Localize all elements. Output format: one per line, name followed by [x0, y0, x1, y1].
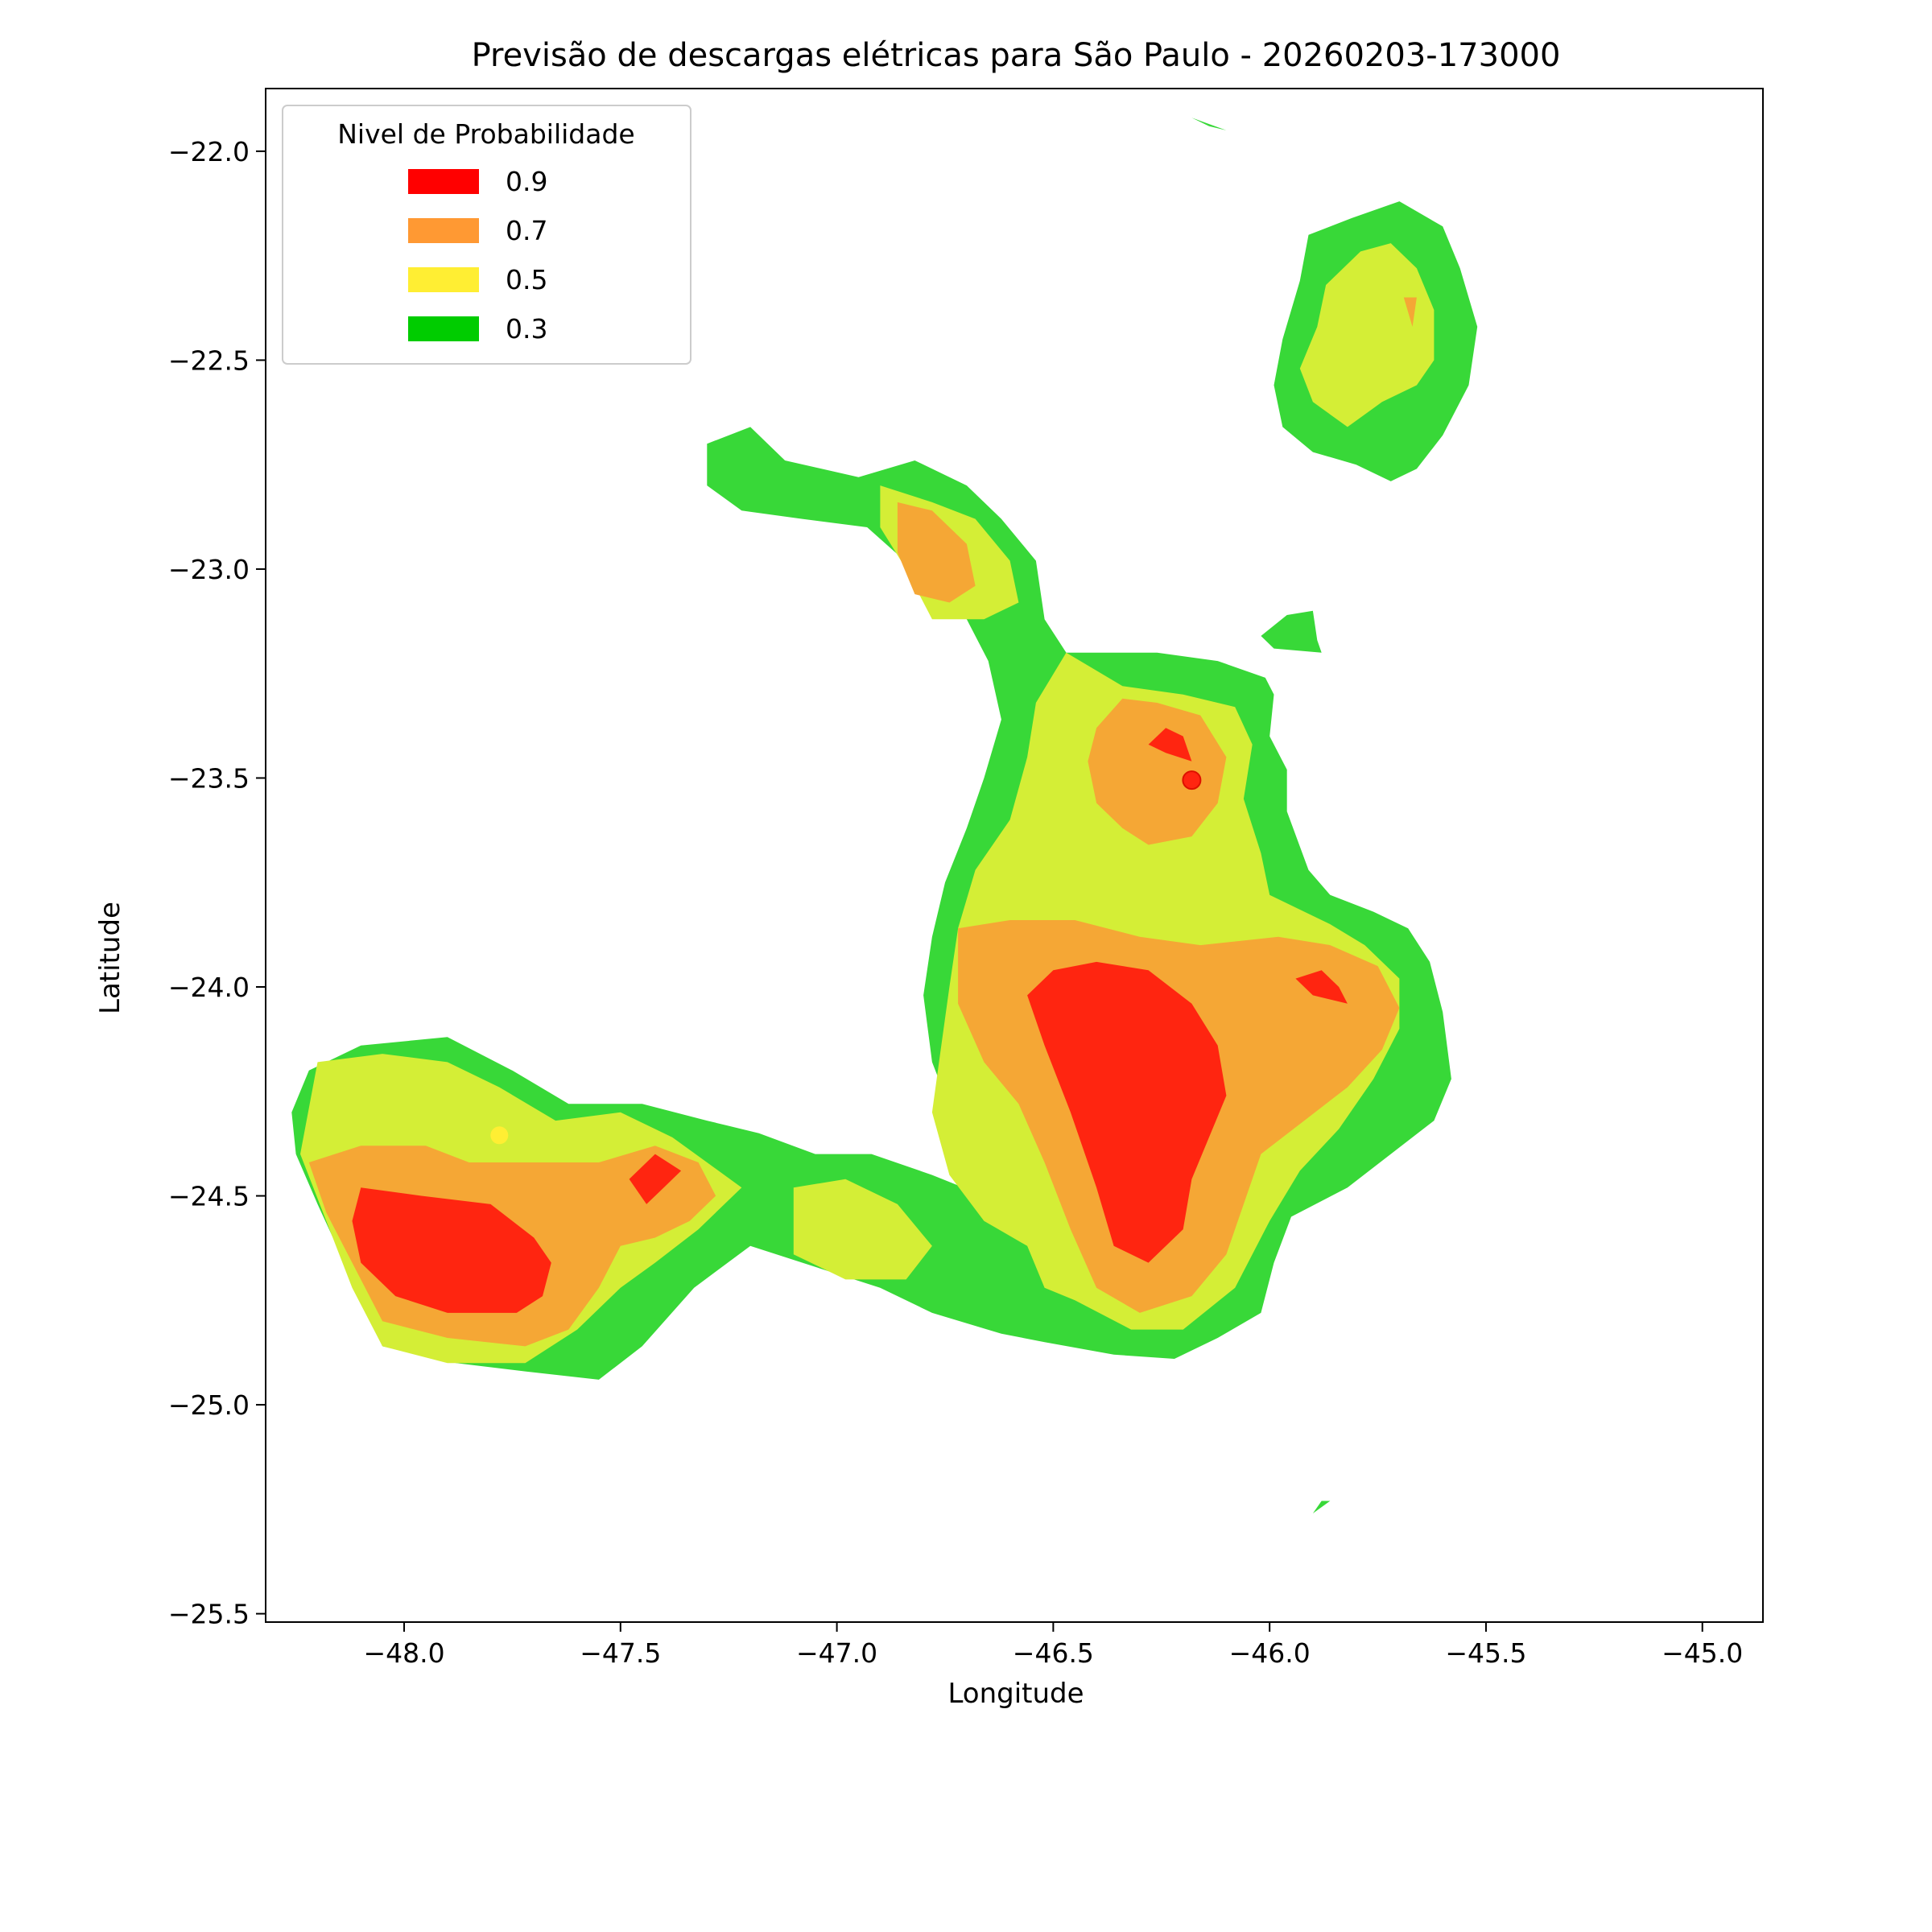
- contour-region-03-4: [1191, 118, 1227, 130]
- x-tick-label: −46.0: [1229, 1637, 1311, 1669]
- legend-label-09: 0.9: [506, 166, 547, 197]
- contour-region-09-14: [1295, 970, 1348, 1004]
- legend-entries: 0.9 0.7 0.5 0.3: [408, 166, 547, 345]
- y-tick-label: −24.5: [168, 1181, 250, 1212]
- y-tick-label: −22.5: [168, 345, 250, 376]
- x-tick-label: −45.5: [1445, 1637, 1526, 1669]
- x-tick-label: −45.0: [1662, 1637, 1743, 1669]
- contour-region-09-11: [1148, 728, 1192, 762]
- contour-region-07-2: [1403, 297, 1417, 327]
- legend: Nivel de Probabilidade 0.9 0.7 0.5 0.3: [282, 105, 691, 365]
- y-tick-label: −24.0: [168, 972, 250, 1003]
- contour-region-09-17: [352, 1187, 551, 1313]
- x-axis-label: Longitude: [947, 1678, 1084, 1710]
- x-tick-label: −48.0: [363, 1637, 444, 1669]
- contour-region-05-19: [793, 1179, 932, 1280]
- contour-region-03-5: [1312, 1501, 1331, 1513]
- chart-title: Previsão de descargas elétricas para São…: [472, 37, 1561, 74]
- y-axis-ticks: −22.0 −22.5 −23.0 −23.5 −24.0 −24.5 −25.0 −25.5: [168, 136, 266, 1630]
- y-tick-label: −22.0: [168, 136, 250, 167]
- point-marker-1: [490, 1126, 509, 1145]
- plot-frame: [265, 88, 1764, 1623]
- x-tick-label: −47.5: [580, 1637, 661, 1669]
- contour-region-09-13: [1027, 961, 1227, 1263]
- point-markers: [490, 770, 1202, 1145]
- y-tick-label: −25.0: [168, 1389, 250, 1421]
- legend-box: [282, 105, 691, 365]
- x-axis-ticks: −48.0 −47.5 −47.0 −46.5 −46.0 −45.5 −45.0: [363, 1622, 1743, 1669]
- contour-region-05-1: [1299, 243, 1435, 427]
- contour-region-09-18: [629, 1154, 682, 1204]
- legend-label-03: 0.3: [506, 313, 547, 345]
- legend-label-07: 0.7: [506, 215, 547, 246]
- contour-region-03-3: [1261, 610, 1322, 653]
- legend-swatch-03: [408, 316, 479, 341]
- legend-swatch-07: [408, 218, 479, 243]
- contour-regions: [291, 118, 1478, 1513]
- legend-label-05: 0.5: [506, 264, 547, 295]
- legend-swatch-09: [408, 169, 479, 194]
- contour-region-07-10: [1088, 698, 1227, 845]
- contour-region-07-8: [897, 502, 976, 603]
- legend-title: Nivel de Probabilidade: [337, 118, 634, 150]
- x-tick-label: −46.5: [1013, 1637, 1094, 1669]
- y-axis-label: Latitude: [94, 902, 126, 1014]
- y-tick-label: −23.5: [168, 762, 250, 794]
- legend-swatch-05: [408, 267, 479, 292]
- point-marker-0: [1182, 770, 1202, 791]
- y-tick-label: −23.0: [168, 554, 250, 585]
- x-tick-label: −47.0: [796, 1637, 877, 1669]
- y-tick-label: −25.5: [168, 1599, 250, 1630]
